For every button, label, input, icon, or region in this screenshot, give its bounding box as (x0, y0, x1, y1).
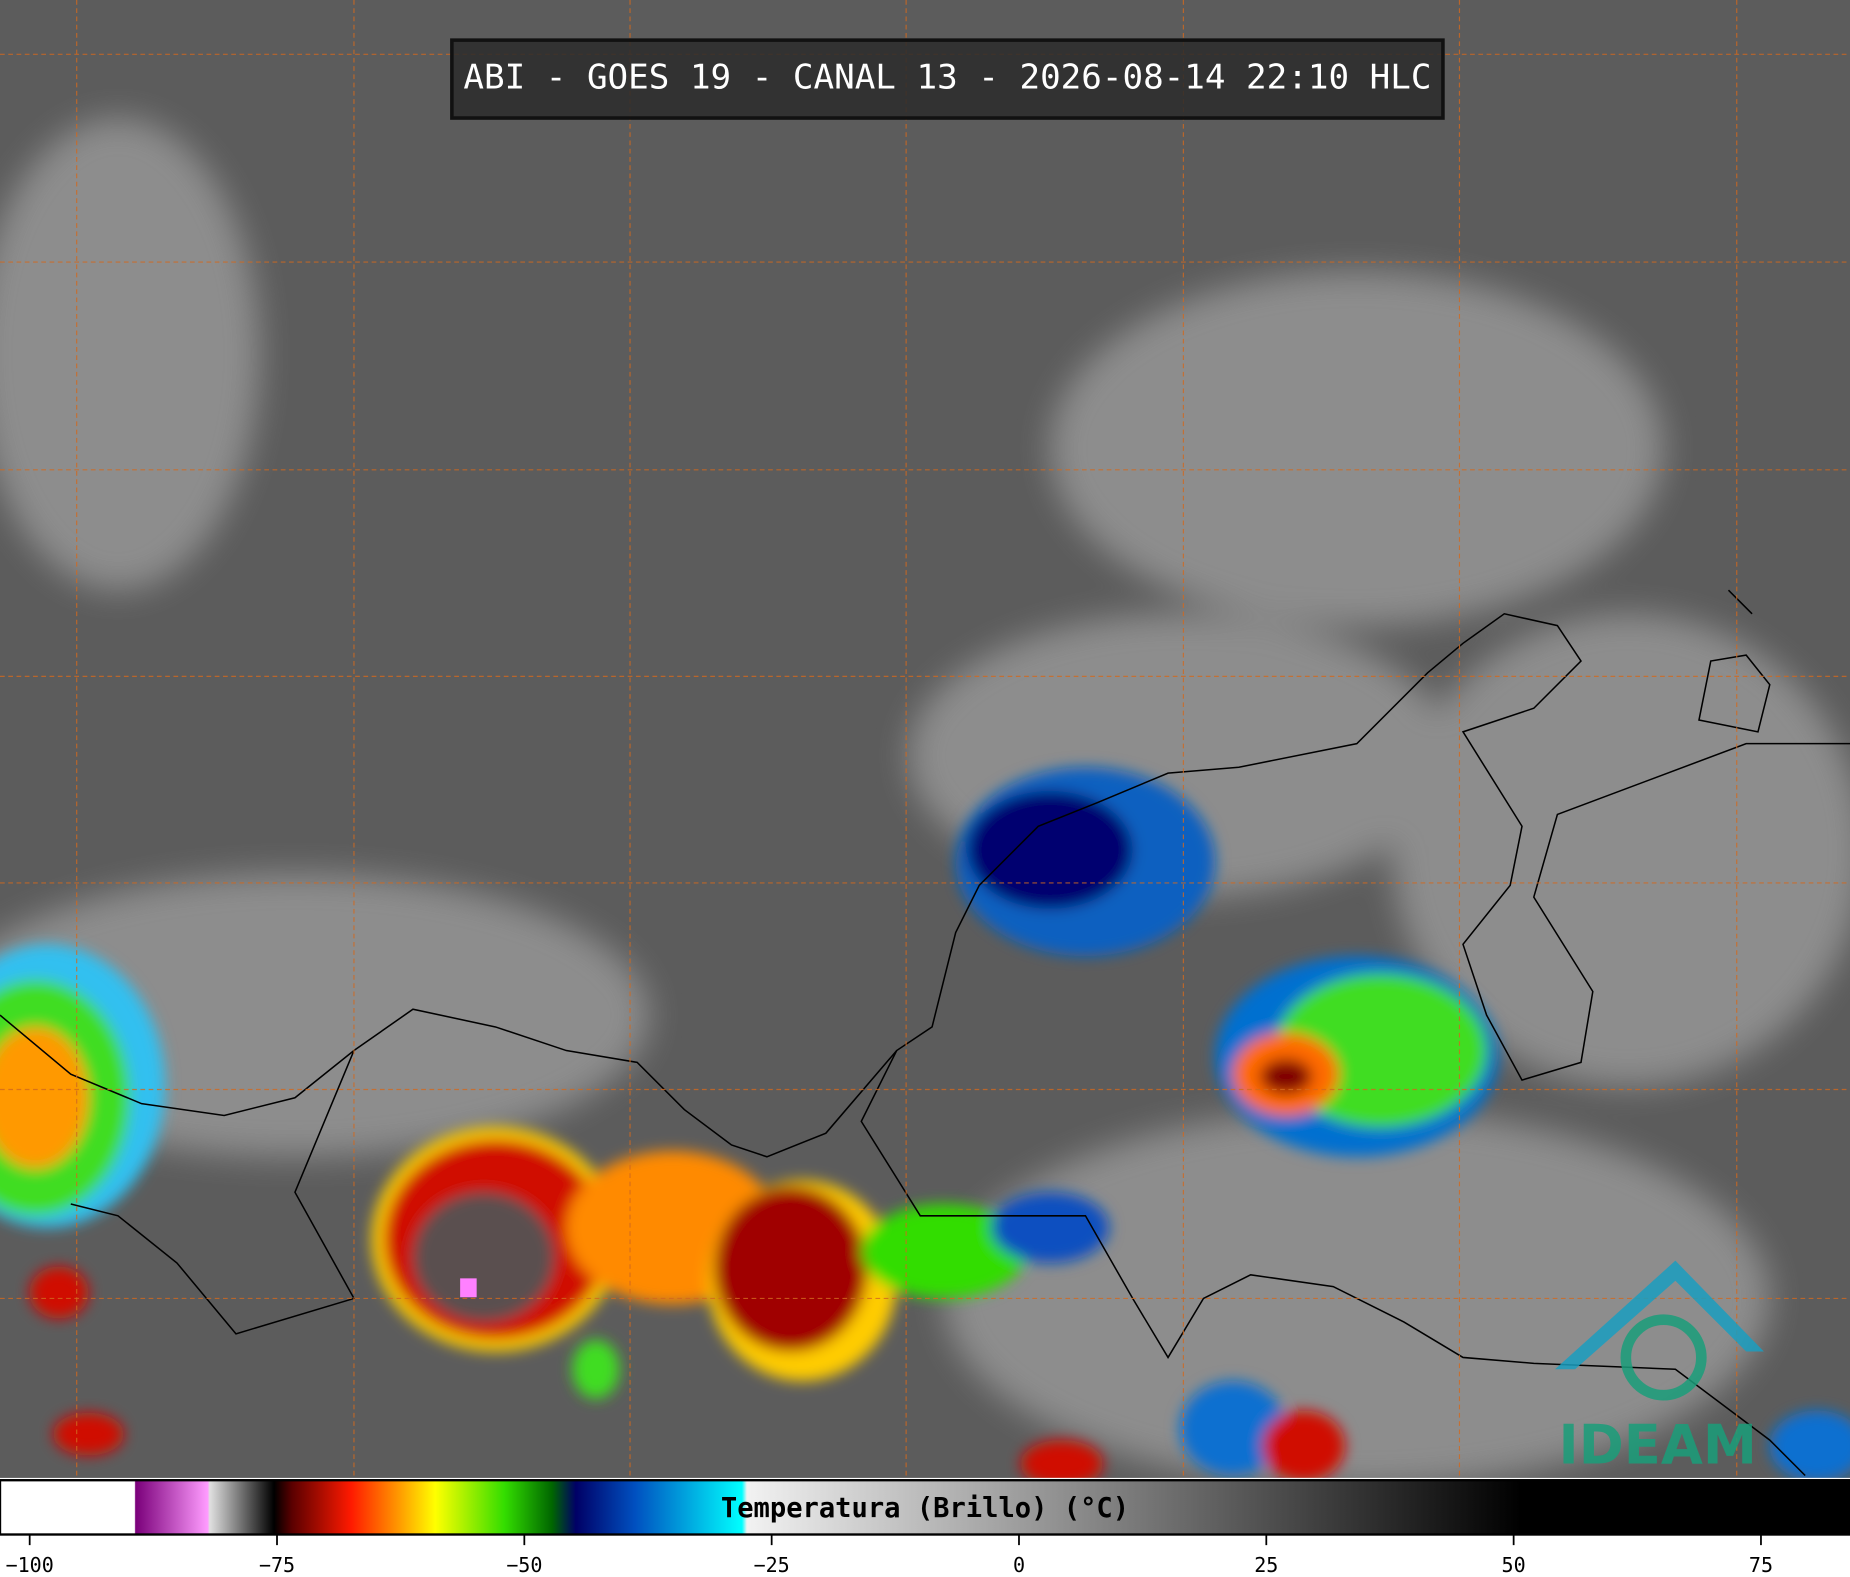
logo-roof (1555, 1260, 1764, 1370)
colorbar-label: Temperatura (Brillo) (°C) (721, 1493, 1129, 1524)
title-box: ABI - GOES 19 - CANAL 13 - 2026-08-14 22… (450, 38, 1445, 120)
colorbar-tick-label: 0 (1013, 1553, 1025, 1577)
colorbar: Temperatura (Brillo) (°C) −100 −75 −50 −25 0 2… (0, 1477, 1850, 1577)
colorbar-tick-label: 25 (1254, 1553, 1278, 1577)
cold-spot (460, 1278, 477, 1298)
logo-swirl (1620, 1314, 1707, 1401)
colorbar-tick-label: −75 (259, 1553, 295, 1577)
colorbar-tick-label: −100 (6, 1553, 54, 1577)
title: ABI - GOES 19 - CANAL 13 - 2026-08-14 22… (463, 58, 1431, 98)
colorbar-tick-label: −25 (754, 1553, 790, 1577)
title-background (450, 38, 1445, 120)
colorbar-ramp (0, 1479, 1850, 1536)
colorbar-tick-label: −50 (506, 1553, 542, 1577)
logo: IDEAM (1555, 1260, 1764, 1477)
colorbar-tick-label: 50 (1502, 1553, 1526, 1577)
colorbar-tick-label: 75 (1749, 1553, 1773, 1577)
logo-text: IDEAM (1559, 1414, 1757, 1477)
clouds (0, 118, 1850, 1488)
coastlines (0, 589, 1850, 1477)
